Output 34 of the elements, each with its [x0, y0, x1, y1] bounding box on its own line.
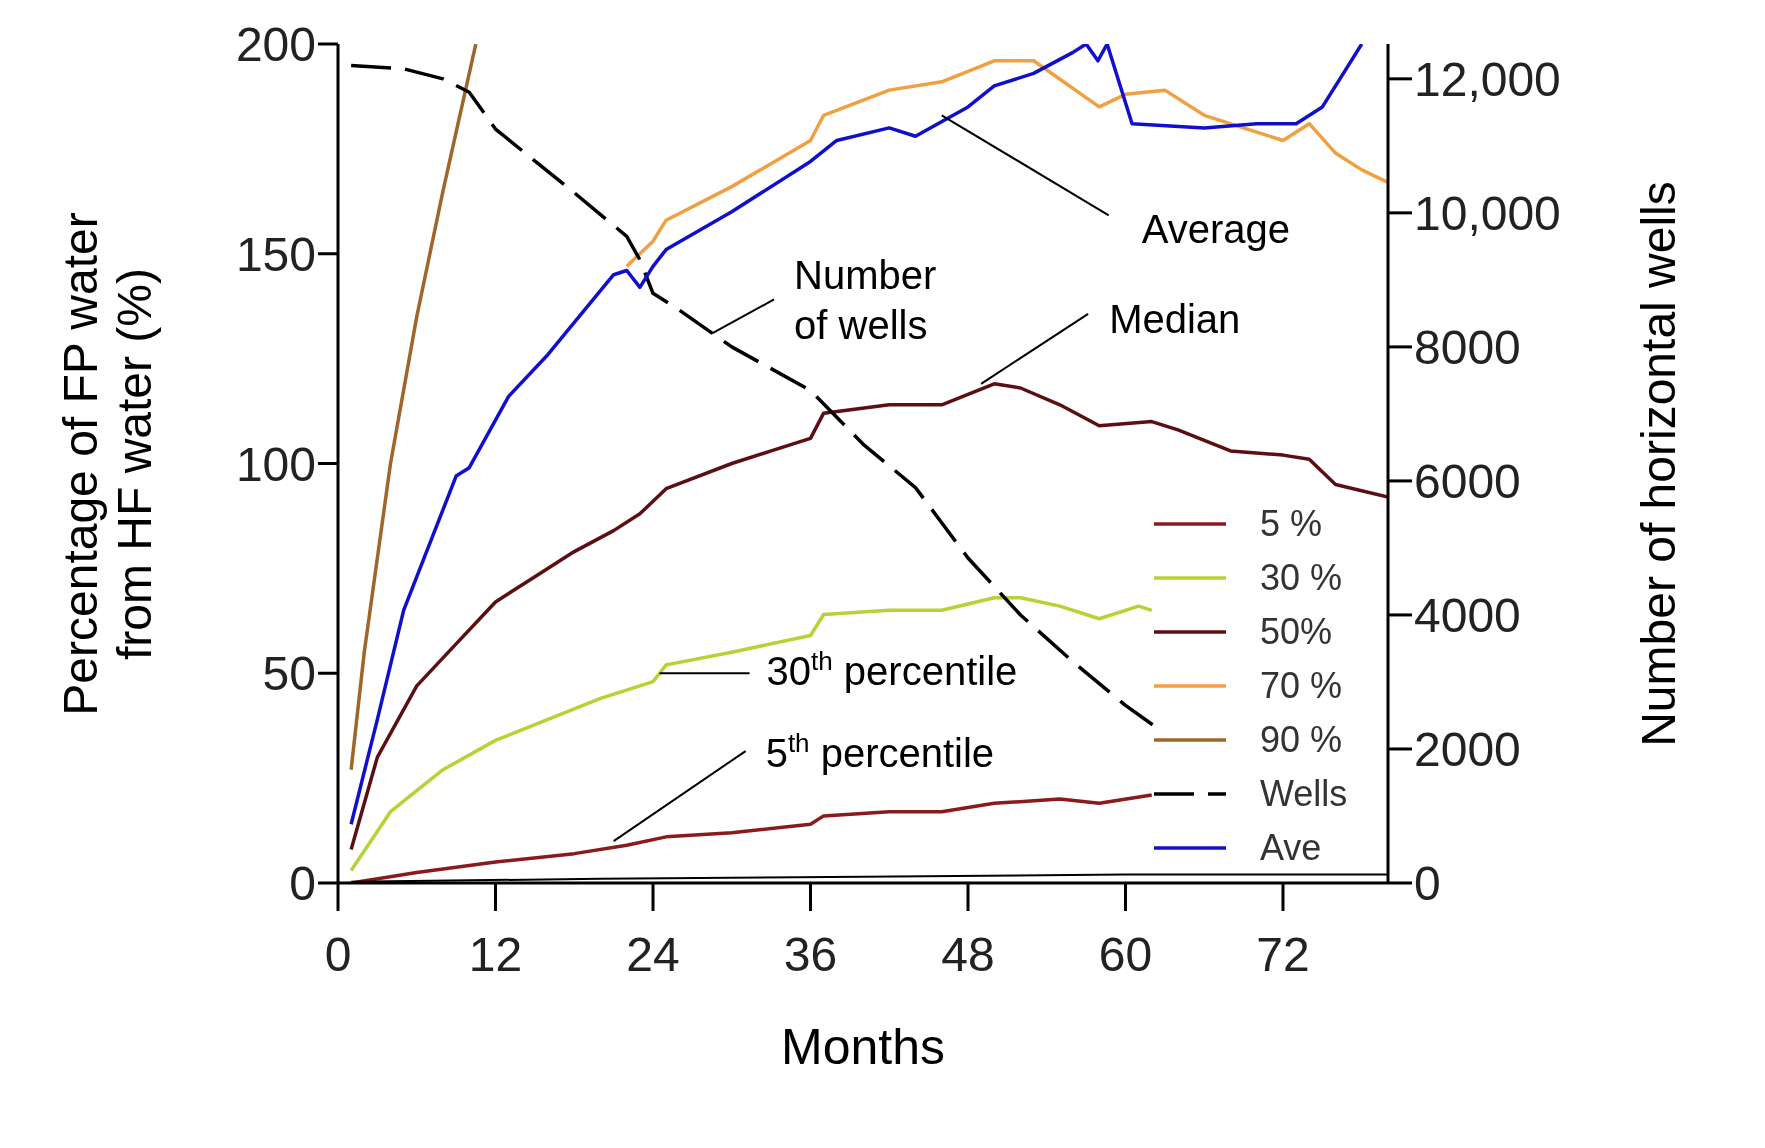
- y2-tick-label: 4000: [1414, 588, 1521, 642]
- legend-label: 50%: [1260, 610, 1333, 654]
- legend-label: 90 %: [1260, 718, 1343, 762]
- y2-tick-label: 2000: [1414, 723, 1521, 777]
- x-tick-label: 60: [1098, 928, 1153, 982]
- annotation: Average: [1141, 207, 1291, 252]
- annotation: Number of wells: [794, 253, 937, 348]
- x-tick-label: 48: [941, 928, 995, 982]
- x-tick-label: 36: [783, 928, 838, 982]
- y2-tick-label: 8000: [1414, 320, 1521, 374]
- y-tick-label: 150: [235, 227, 316, 281]
- legend-label: 30 %: [1260, 556, 1343, 600]
- annotation: Median: [1109, 296, 1241, 341]
- x-axis-title: Months: [780, 1018, 946, 1076]
- y-tick-label: 200: [235, 18, 316, 72]
- y2-axis-title: Number of horizontal wells: [1630, 179, 1686, 749]
- y2-tick-label: 0: [1414, 857, 1441, 911]
- y-axis-title: Percentage of FP water from HF water (%): [54, 210, 162, 718]
- legend-label: Ave: [1260, 826, 1322, 870]
- y2-tick-label: 6000: [1414, 454, 1521, 508]
- y2-tick-label: 10,000: [1414, 186, 1561, 240]
- x-tick-label: 24: [626, 928, 680, 982]
- y2-tick-label: 12,000: [1414, 52, 1561, 106]
- x-tick-label: 72: [1256, 928, 1310, 982]
- annotation: 30$^{th}$ percentile: [766, 646, 1018, 694]
- y-tick-label: 100: [235, 437, 316, 491]
- legend-label: 70 %: [1260, 664, 1343, 708]
- annotation: 5$^{th}$ percentile: [765, 728, 995, 776]
- x-tick-label: 0: [324, 928, 352, 982]
- legend-label: 5 %: [1260, 502, 1323, 546]
- x-tick-label: 12: [468, 928, 523, 982]
- legend-label: Wells: [1260, 772, 1348, 816]
- y-tick-label: 0: [289, 857, 316, 911]
- y-tick-label: 50: [262, 647, 316, 701]
